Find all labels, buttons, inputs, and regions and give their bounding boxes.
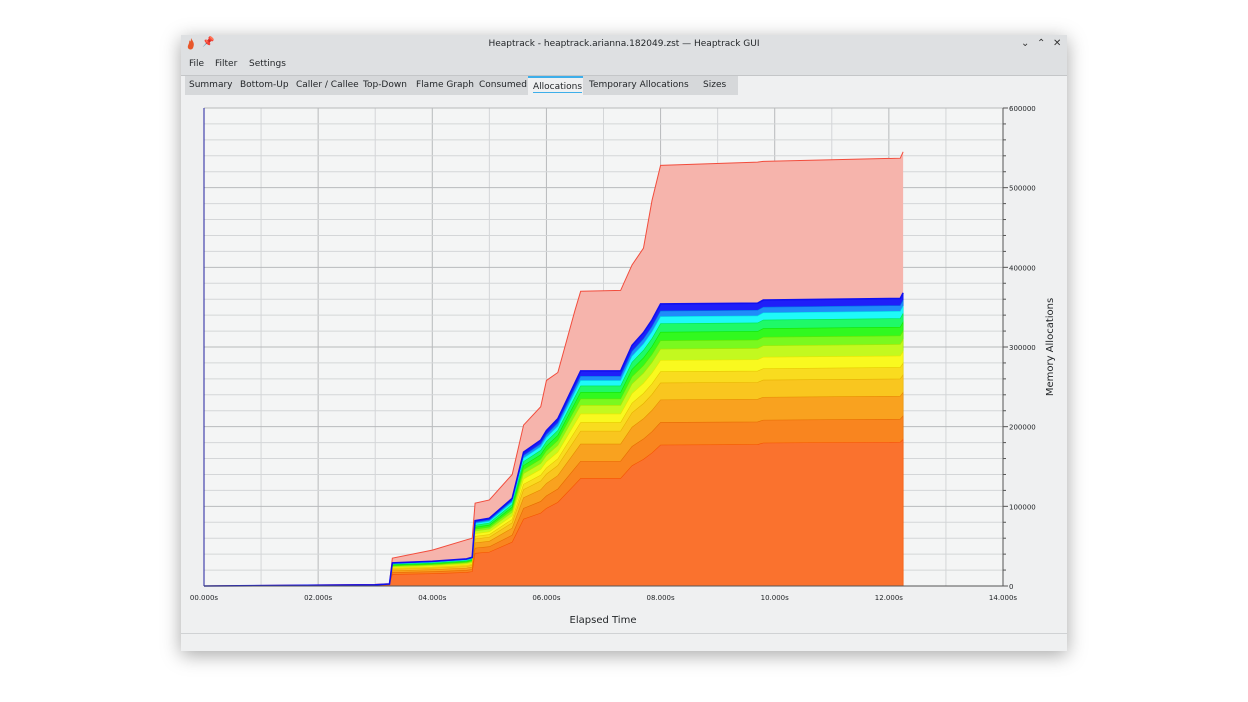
maximize-button[interactable]: ⌃ [1037, 38, 1046, 49]
x-tick-label: 12.000s [875, 594, 903, 602]
menu-file[interactable]: File [189, 59, 205, 69]
tab-caller-callee[interactable]: Caller / Callee [296, 80, 359, 90]
y-tick-label: 500000 [1009, 185, 1036, 193]
y-tick-label: 0 [1009, 583, 1013, 591]
y-tick-label: 100000 [1009, 503, 1036, 511]
line-stack-top [203, 292, 904, 587]
y-tick-label: 400000 [1009, 264, 1036, 272]
y-tick-label: 300000 [1009, 344, 1036, 352]
y-tick-label: 600000 [1009, 105, 1036, 113]
tab-summary[interactable]: Summary [189, 80, 233, 90]
tab-top-down[interactable]: Top-Down [363, 80, 407, 90]
pin-icon[interactable]: 📌 [202, 37, 215, 48]
allocations-chart[interactable]: 00.000s 02.000s 04.000s 06.000s 08.000s 10.00… [181, 95, 1067, 633]
minimize-button[interactable]: ⌄ [1021, 38, 1030, 49]
close-button[interactable]: ✕ [1053, 38, 1062, 49]
tab-flame-graph[interactable]: Flame Graph [416, 80, 474, 90]
x-tick-label: 08.000s [647, 594, 675, 602]
y-tick-label: 200000 [1009, 424, 1036, 432]
menu-settings[interactable]: Settings [249, 59, 286, 69]
heaptrack-flame-icon [187, 38, 194, 50]
menu-filter[interactable]: Filter [215, 59, 238, 69]
line-total [203, 151, 904, 587]
tab-bottom-up[interactable]: Bottom-Up [240, 80, 289, 90]
tab-consumed[interactable]: Consumed [479, 80, 527, 90]
tab-bar: Summary Bottom-Up Caller / Callee Top-Do… [181, 75, 1067, 96]
allocations-chart-panel: 00.000s 02.000s 04.000s 06.000s 08.000s 10.00… [181, 95, 1067, 633]
x-tick-label: 00.000s [190, 594, 218, 602]
x-tick-label: 02.000s [304, 594, 332, 602]
tab-sizes[interactable]: Sizes [703, 80, 727, 90]
y-axis-label: Memory Allocations [1045, 298, 1056, 396]
x-axis-label: Elapsed Time [570, 615, 637, 626]
x-tick-label: 04.000s [418, 594, 446, 602]
tab-allocations[interactable]: Allocations [528, 76, 583, 95]
tab-temporary-allocations[interactable]: Temporary Allocations [589, 80, 689, 90]
area-band [203, 438, 904, 587]
x-tick-label: 14.000s [989, 594, 1017, 602]
heaptrack-window: 📌 Heaptrack - heaptrack.arianna.182049.z… [181, 35, 1067, 651]
tab-allocations-label: Allocations [533, 82, 583, 93]
x-tick-label: 10.000s [761, 594, 789, 602]
x-tick-label: 06.000s [532, 594, 560, 602]
window-title: Heaptrack - heaptrack.arianna.182049.zst… [488, 39, 760, 49]
title-bar: 📌 Heaptrack - heaptrack.arianna.182049.z… [181, 35, 1067, 55]
menu-bar: File Filter Settings [181, 55, 1067, 75]
status-bar [181, 633, 1067, 652]
